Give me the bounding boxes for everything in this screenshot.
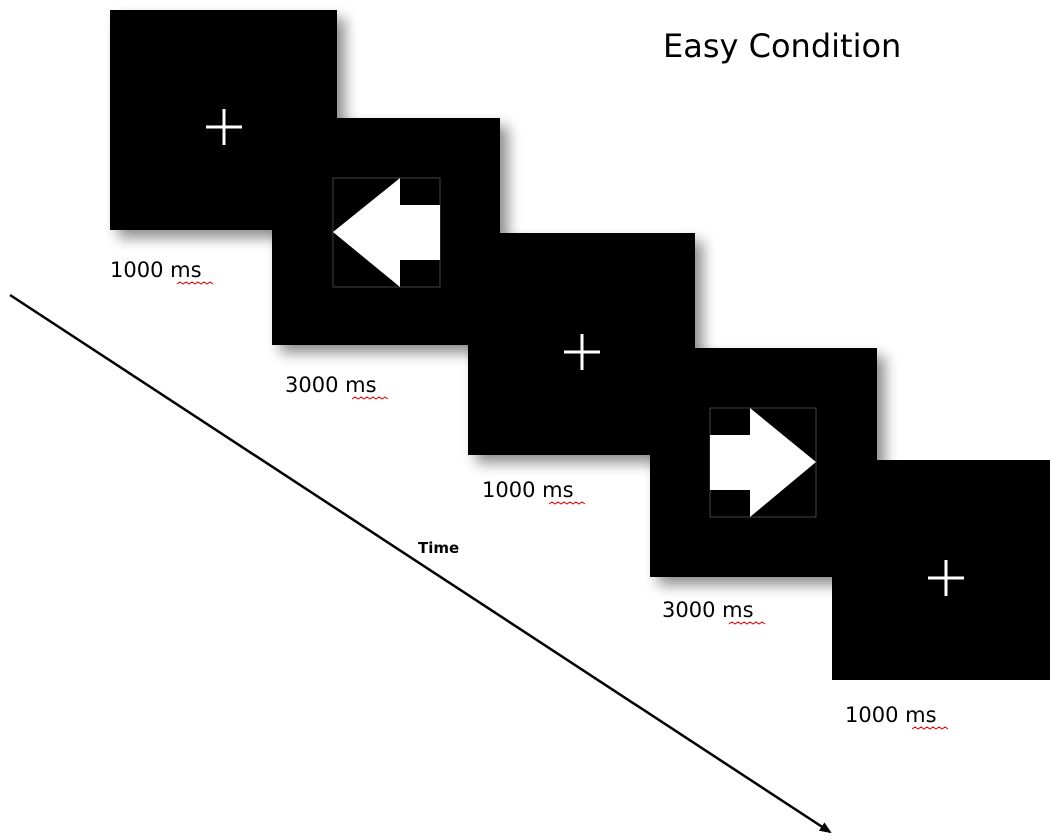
right-arrow bbox=[710, 408, 816, 517]
time-arrow bbox=[9, 293, 832, 834]
fixation-cross bbox=[206, 109, 242, 145]
screen-bg bbox=[832, 460, 1050, 680]
duration-label: 3000 ms bbox=[285, 373, 377, 397]
title: Easy Condition bbox=[663, 27, 901, 65]
screen bbox=[272, 118, 500, 345]
fixation-cross bbox=[564, 334, 600, 370]
screen bbox=[832, 460, 1050, 680]
duration-label: 3000 ms bbox=[662, 598, 754, 622]
left-arrow bbox=[333, 178, 440, 287]
duration-label: 1000 ms bbox=[110, 258, 202, 282]
time-label: Time bbox=[418, 539, 459, 557]
spellcheck-underlines bbox=[176, 281, 949, 730]
duration-label: 1000 ms bbox=[482, 478, 574, 502]
duration-label: 1000 ms bbox=[845, 703, 937, 727]
fixation-cross bbox=[928, 560, 964, 596]
